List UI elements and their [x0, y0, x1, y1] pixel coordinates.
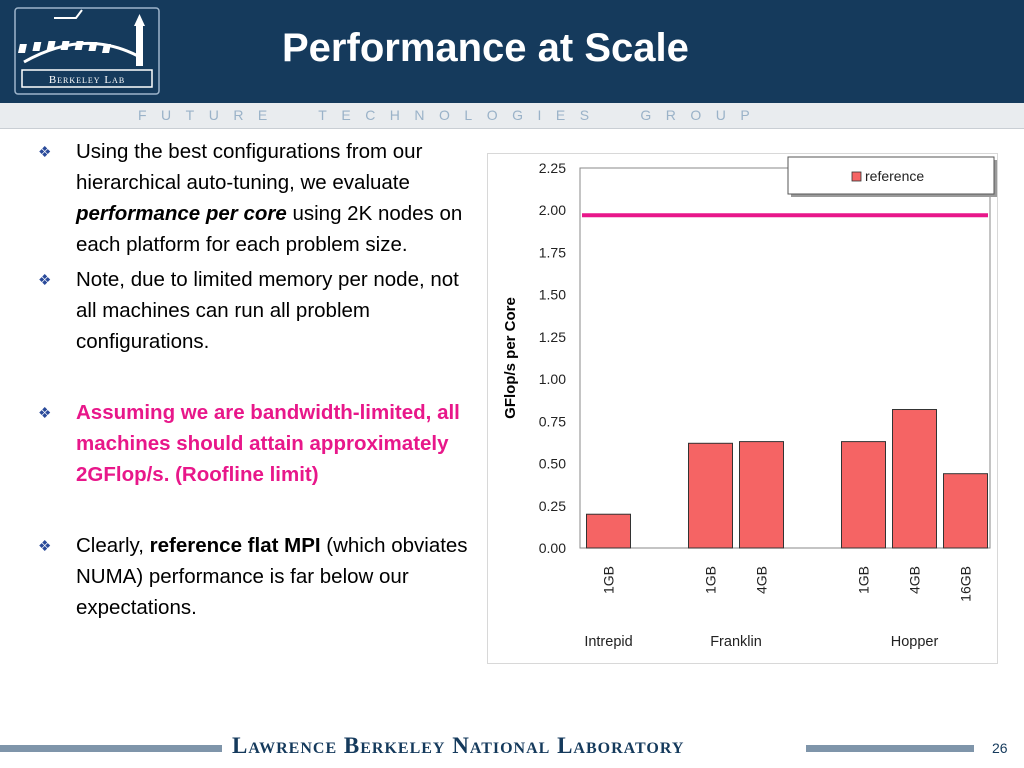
bullet-strong: reference flat MPI [149, 534, 321, 557]
bullet-item: ❖ Assuming we are bandwidth-limited, all … [36, 397, 476, 490]
footer-rule-left [0, 745, 222, 752]
bullet-list: ❖ Using the best configurations from our … [36, 136, 476, 623]
bar [892, 409, 937, 549]
group-label: Franklin [710, 634, 762, 650]
bullet-text: Using the best configurations from our h… [76, 140, 423, 194]
bullet-item: ❖ Note, due to limited memory per node, n… [36, 264, 476, 357]
tagline: FUTURE TECHNOLOGIES GROUP [138, 107, 765, 123]
y-tick-label: 2.25 [539, 160, 566, 176]
bullet-text: (which obviates NUMA) performance is far… [76, 534, 468, 619]
bullet-text: using 2K nodes on each platform for each… [76, 202, 463, 256]
footer-rule-right [806, 745, 974, 752]
x-tick-label: 1GB [703, 566, 719, 594]
x-tick-label: 1GB [601, 566, 617, 594]
y-axis-title: GFlop/s per Core [502, 297, 519, 419]
x-tick-label: 4GB [907, 566, 923, 594]
tagline-bar: FUTURE TECHNOLOGIES GROUP [0, 103, 1024, 129]
bullet-text: Assuming we are bandwidth-limited, all m… [76, 401, 460, 486]
berkeley-lab-logo: Berkeley Lab [14, 7, 160, 95]
bar [586, 513, 631, 549]
y-tick-label: 1.50 [539, 287, 566, 303]
y-tick-label: 2.00 [539, 202, 566, 218]
y-tick-label: 1.00 [539, 371, 566, 387]
bar [688, 442, 733, 549]
bullet-item: ❖ Clearly, reference flat MPI (which obvi… [36, 530, 476, 623]
bullet-text: Note, due to limited memory per node, no… [76, 268, 459, 353]
y-tick-label: 0.25 [539, 498, 566, 514]
bullet-text: Clearly, [76, 534, 150, 557]
y-tick-label: 0.00 [539, 540, 566, 556]
footer-lab-name: Lawrence Berkeley National Laboratory [232, 733, 685, 758]
header-bar: Berkeley Lab Performance at Scale [0, 0, 1024, 103]
legend-swatch [851, 171, 862, 182]
logo-text: Berkeley Lab [49, 74, 125, 86]
bullet-item: ❖ Using the best configurations from our … [36, 136, 476, 260]
diamond-bullet-icon: ❖ [38, 538, 52, 555]
group-label: Hopper [891, 634, 939, 650]
y-tick-label: 1.25 [539, 329, 566, 345]
y-tick-label: 0.75 [539, 413, 566, 429]
legend-label: reference [865, 168, 924, 184]
bullet-emphasis: performance per core [76, 202, 287, 225]
page-number: 26 [992, 740, 1008, 756]
bar [841, 441, 886, 549]
y-tick-label: 0.50 [539, 456, 566, 472]
diamond-bullet-icon: ❖ [38, 405, 52, 422]
diamond-bullet-icon: ❖ [38, 144, 52, 161]
group-label: Intrepid [584, 634, 632, 650]
slide-title: Performance at Scale [282, 26, 689, 70]
bar [943, 473, 988, 549]
legend-box [787, 156, 995, 195]
bar [739, 441, 784, 549]
performance-chart: 0.00 0.25 0.50 0.75 1.00 1.25 1.50 1.75 2.00 2.25… [487, 153, 998, 664]
x-tick-label: 1GB [856, 566, 872, 594]
y-tick-label: 1.75 [539, 244, 566, 260]
x-tick-label: 16GB [958, 566, 974, 602]
x-tick-label: 4GB [754, 566, 770, 594]
diamond-bullet-icon: ❖ [38, 272, 52, 289]
